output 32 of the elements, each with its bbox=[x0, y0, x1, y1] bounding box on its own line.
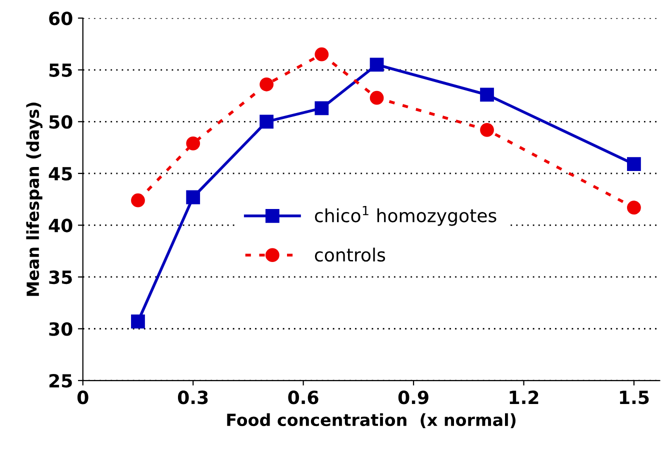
point bbox=[627, 157, 641, 172]
point bbox=[480, 88, 494, 102]
point bbox=[186, 190, 200, 204]
x-tick-label: 0.9 bbox=[398, 390, 428, 404]
point bbox=[314, 101, 329, 116]
y-tick-label: 50 bbox=[49, 115, 72, 129]
y-tick-label: 55 bbox=[49, 64, 72, 78]
x-tick-label: 0.3 bbox=[178, 390, 208, 404]
point bbox=[131, 193, 145, 208]
y-tick-label: 35 bbox=[49, 270, 72, 284]
x-tick-label: 0.6 bbox=[288, 390, 318, 404]
legend-label: controls bbox=[314, 248, 386, 262]
point bbox=[186, 136, 200, 150]
x-axis-title: Food concentration (x normal) bbox=[227, 413, 516, 428]
point bbox=[480, 123, 494, 137]
point bbox=[370, 90, 384, 105]
point bbox=[314, 47, 329, 62]
point bbox=[260, 77, 274, 92]
y-tick-label: 25 bbox=[49, 374, 72, 388]
y-tick-label: 40 bbox=[48, 218, 72, 232]
x-tick-label: 1.5 bbox=[620, 390, 649, 404]
y-tick-label: 60 bbox=[49, 12, 72, 26]
point bbox=[370, 58, 384, 72]
y-tick-label: 45 bbox=[48, 167, 72, 181]
x-tick-label: 0 bbox=[77, 390, 88, 404]
y-axis-title: Mean lifespan (days) bbox=[26, 102, 42, 296]
point bbox=[260, 114, 274, 129]
point bbox=[627, 200, 641, 215]
x-tick-label: 1.2 bbox=[510, 390, 538, 404]
legend-label: chico$^{1}$ homozygotes bbox=[314, 206, 496, 226]
point bbox=[131, 314, 145, 328]
y-tick-label: 30 bbox=[49, 322, 72, 336]
